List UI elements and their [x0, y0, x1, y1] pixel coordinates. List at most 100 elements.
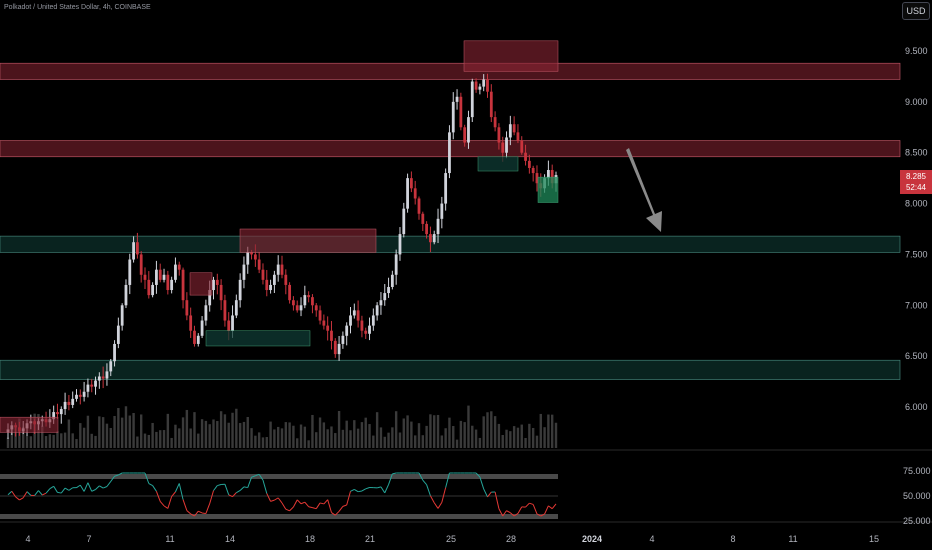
price-tick-label: 9.000 — [905, 97, 928, 107]
volume-bar — [337, 410, 341, 448]
volume-bar — [379, 427, 383, 448]
candles — [6, 73, 558, 440]
volume-bar — [463, 422, 466, 448]
candle-body — [546, 170, 550, 179]
volume-bar — [372, 435, 375, 448]
candle-body — [147, 279, 151, 296]
rsi-band-upper — [0, 474, 558, 479]
candle-body — [470, 81, 474, 118]
candle-body — [101, 376, 105, 379]
price-tick-label: 7.000 — [905, 300, 928, 310]
volume-bar — [471, 425, 474, 448]
rsi-segment — [102, 486, 108, 489]
candle-body — [253, 254, 257, 260]
candle-body — [505, 137, 508, 153]
candle-body — [250, 252, 253, 255]
volume-bar — [299, 424, 303, 448]
volume-bar — [269, 421, 272, 448]
volume-bar — [120, 417, 124, 448]
rsi-segment — [331, 512, 336, 516]
rsi-segment — [262, 479, 268, 494]
candle-body — [299, 305, 303, 311]
volume-bar — [6, 437, 10, 448]
rsi-segment — [475, 472, 481, 478]
candle-body — [390, 274, 394, 287]
volume-bar — [124, 406, 128, 448]
volume-bar — [440, 435, 444, 448]
volume-bar — [185, 409, 189, 448]
candle-body — [371, 315, 375, 326]
rsi-tick-label: 75.000 — [903, 466, 931, 476]
candle-body — [63, 401, 67, 410]
candle-body — [261, 269, 265, 280]
candle-body — [478, 86, 482, 90]
volume-bar — [547, 414, 550, 448]
candle-body — [196, 335, 200, 344]
candle-body — [257, 259, 261, 270]
candle-body — [292, 300, 295, 306]
time-tick-label: 25 — [446, 534, 456, 544]
rsi-segment — [338, 506, 344, 512]
candle-body — [185, 300, 189, 316]
candle-body — [326, 325, 330, 331]
rsi-segment — [327, 499, 332, 513]
rsi-segment — [429, 495, 435, 503]
volume-bar — [356, 428, 360, 448]
rsi-segment — [148, 483, 153, 487]
price-tick-label: 6.500 — [905, 351, 928, 361]
rsi-segment — [159, 501, 165, 507]
currency-button[interactable]: USD — [902, 2, 930, 20]
candle-body — [444, 173, 448, 204]
candle-body — [341, 335, 345, 344]
candle-body — [345, 325, 349, 336]
rsi-segment — [26, 491, 32, 496]
rsi-segment — [532, 504, 538, 515]
rsi-segment — [517, 506, 523, 514]
candle-body — [311, 297, 314, 306]
time-tick-label: 11 — [788, 534, 797, 544]
candle-body — [219, 284, 223, 301]
candle-body — [109, 361, 113, 372]
candle-body — [387, 286, 390, 294]
rsi-segment — [64, 487, 70, 491]
rsi-segment — [79, 484, 85, 492]
candle-body — [398, 234, 402, 255]
rsi-segment — [296, 499, 302, 505]
rsi-segment — [292, 499, 298, 508]
volume-bar — [413, 435, 417, 448]
rsi-segment — [209, 490, 214, 504]
candle-body — [272, 274, 276, 285]
rsi-segment — [392, 472, 397, 475]
rsi-segment — [38, 490, 43, 496]
rsi-segment — [323, 499, 329, 505]
rsi-segment — [548, 505, 553, 510]
zone-demand-2 — [0, 235, 901, 253]
rsi-segment — [544, 505, 549, 515]
rsi-segment — [239, 486, 245, 491]
volume-bar — [276, 426, 280, 448]
volume-bar — [162, 430, 166, 448]
volume-bar — [109, 427, 112, 448]
volume-bar — [296, 438, 299, 448]
volume-bar — [101, 417, 105, 448]
time-tick-label: 21 — [365, 534, 375, 544]
rsi-segment — [167, 496, 173, 509]
volume-bar — [67, 419, 71, 448]
rsi-segment — [487, 491, 492, 498]
volume-bar — [155, 431, 158, 448]
candle-body — [143, 274, 147, 280]
volume-bar — [554, 422, 558, 448]
candle-body — [356, 310, 360, 321]
bar-countdown: 52:44 — [905, 183, 927, 192]
candle-body — [78, 394, 82, 397]
rsi-segment — [7, 490, 13, 496]
candle-body — [307, 295, 311, 298]
volume-bar — [433, 415, 436, 448]
rsi-segment — [190, 513, 195, 517]
rsi-segment — [236, 490, 241, 494]
candle-body — [425, 223, 429, 235]
volume-bars — [6, 405, 558, 448]
volume-bar — [94, 435, 97, 448]
volume-bar — [208, 424, 211, 448]
